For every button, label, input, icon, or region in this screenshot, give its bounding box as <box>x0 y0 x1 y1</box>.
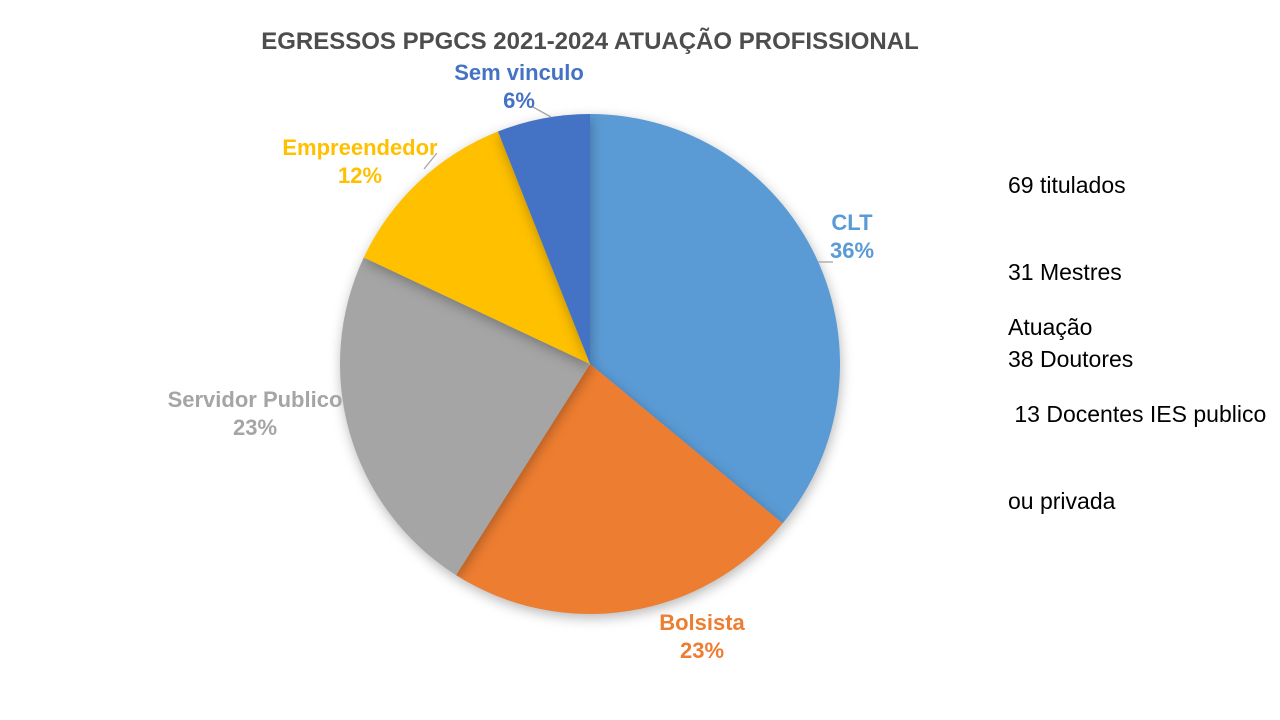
data-label-servidor-publico: Servidor Publico 23% <box>135 386 375 442</box>
pie-chart <box>310 84 870 644</box>
leader-line-empreendedor <box>423 152 438 170</box>
data-label-pct: 12% <box>337 163 383 188</box>
note-line-mestres: 31 Mestres <box>1008 259 1122 285</box>
note-line-doutores: 38 Doutores <box>1008 346 1134 372</box>
data-label-name: Sem vinculo <box>454 60 584 85</box>
pie-slice-sem-vinculo[interactable] <box>497 114 590 364</box>
data-label-sem-vinculo: Sem vinculo 6% <box>419 59 619 115</box>
pie-slice-servidor-publico[interactable] <box>339 257 590 576</box>
data-label-name: Bolsista <box>659 610 745 635</box>
pie-slice-bolsista[interactable] <box>456 364 783 615</box>
data-label-pct: 36% <box>829 238 875 263</box>
data-label-name: Empreendedor <box>282 135 438 160</box>
data-label-pct: 6% <box>503 88 535 113</box>
data-label-name: Servidor Publico <box>167 387 343 412</box>
note-line-privada: ou privada <box>1008 488 1116 514</box>
data-label-clt: CLT 36% <box>802 209 902 265</box>
data-label-bolsista: Bolsista 23% <box>602 609 802 665</box>
data-label-pct: 23% <box>679 638 725 663</box>
pie-slice-empreendedor[interactable] <box>363 131 590 364</box>
pie-slice-clt[interactable] <box>590 114 841 524</box>
data-label-empreendedor: Empreendedor 12% <box>260 134 460 190</box>
note-line-titulados: 69 titulados <box>1008 172 1126 198</box>
note-totals: 69 titulados 31 Mestres 38 Doutores <box>1008 113 1133 432</box>
pie-svg <box>339 106 841 615</box>
chart-title: EGRESSOS PPGCS 2021-2024 ATUAÇÃO PROFISS… <box>261 28 919 55</box>
data-label-pct: 23% <box>232 415 278 440</box>
note-line-docentes: 13 Docentes IES publico <box>1008 401 1267 427</box>
leader-line-sem-vinculo <box>532 106 552 118</box>
note-line-atuacao: Atuação <box>1008 314 1093 340</box>
pie-slices-group <box>339 114 841 615</box>
data-label-name: CLT <box>831 210 873 235</box>
note-atuacao: Atuação 13 Docentes IES publico ou priva… <box>1008 255 1266 574</box>
